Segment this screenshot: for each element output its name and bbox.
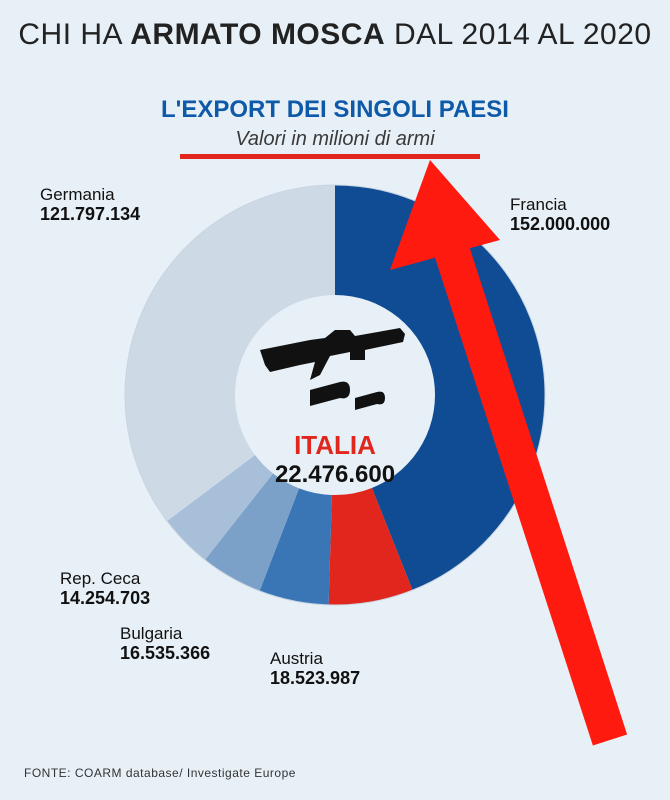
subtitle-2: Valori in milioni di armi (0, 128, 670, 151)
rifle-icon (255, 320, 415, 420)
headline-pre: CHI HA (18, 18, 130, 51)
headline-bold: ARMATO MOSCA (130, 18, 385, 51)
headline-post: DAL 2014 AL 2020 (385, 18, 652, 51)
label-bulgaria: Bulgaria16.535.366 (120, 625, 210, 663)
label-bulgaria-value: 16.535.366 (120, 644, 210, 664)
label-bulgaria-name: Bulgaria (120, 625, 210, 644)
label-repceca-name: Rep. Ceca (60, 570, 150, 589)
label-austria: Austria18.523.987 (270, 650, 360, 688)
center-label: ITALIA 22.476.600 (210, 430, 460, 489)
label-repceca: Rep. Ceca14.254.703 (60, 570, 150, 608)
subtitle-underline (180, 154, 480, 159)
label-austria-name: Austria (270, 650, 360, 669)
source-text: FONTE: COARM database/ Investigate Europ… (24, 766, 296, 780)
label-austria-value: 18.523.987 (270, 669, 360, 689)
center-country: ITALIA (210, 430, 460, 461)
headline: CHI HA ARMATO MOSCA DAL 2014 AL 2020 (0, 18, 670, 52)
label-germania: Germania121.797.134 (40, 186, 140, 224)
label-francia-value: 152.000.000 (510, 215, 610, 235)
label-francia-name: Francia (510, 196, 610, 215)
label-germania-name: Germania (40, 186, 140, 205)
label-repceca-value: 14.254.703 (60, 589, 150, 609)
subtitle-1: L'EXPORT DEI SINGOLI PAESI (0, 96, 670, 124)
label-germania-value: 121.797.134 (40, 205, 140, 225)
label-francia: Francia152.000.000 (510, 196, 610, 234)
center-value: 22.476.600 (210, 461, 460, 489)
